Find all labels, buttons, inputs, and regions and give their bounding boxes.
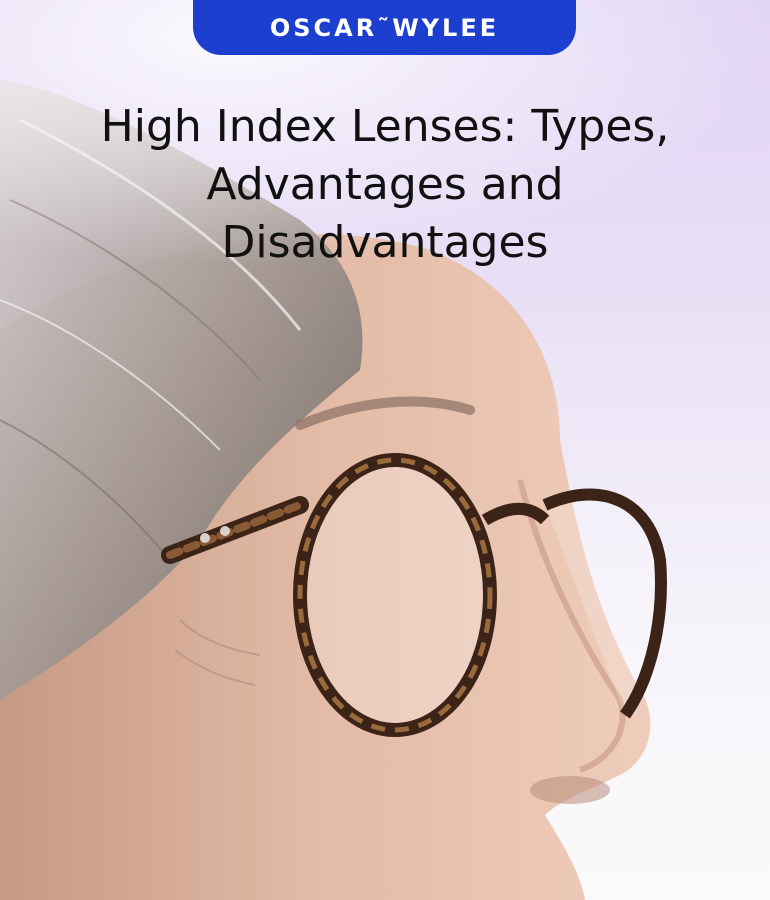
page-title: High Index Lenses: Types, Advantages and…	[100, 101, 670, 268]
brand-logo-badge[interactable]: OSCAR˜WYLEE	[193, 0, 576, 55]
brand-logo-text: OSCAR˜WYLEE	[269, 13, 500, 42]
lens-back	[542, 488, 667, 719]
eyebrow-shape	[295, 396, 475, 430]
